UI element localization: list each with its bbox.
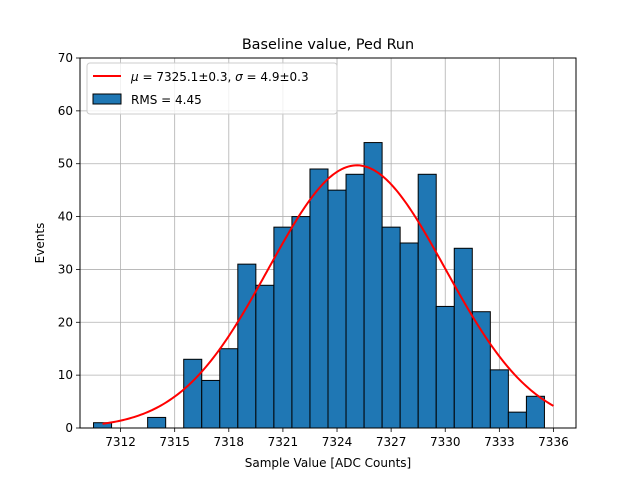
histogram-bar — [273, 226, 293, 429]
fit-curve — [102, 164, 554, 425]
x-axis-label: Sample Value [ADC Counts] — [245, 456, 411, 470]
y-tick-label: 70 — [58, 51, 73, 65]
histogram-bar — [309, 168, 329, 429]
y-axis-label: Events — [33, 223, 47, 264]
x-tick-label: 7330 — [430, 435, 461, 449]
histogram-bar — [219, 348, 239, 429]
chart-title: Baseline value, Ped Run — [242, 37, 414, 53]
histogram-bar — [417, 173, 437, 429]
histogram-bar — [255, 284, 275, 429]
histogram-bar — [507, 411, 527, 429]
y-tick-label: 20 — [58, 315, 73, 329]
plot-frame — [79, 57, 577, 429]
histogram-bars — [93, 142, 545, 429]
y-tick-label: 60 — [58, 104, 73, 118]
x-tick-label: 7318 — [214, 435, 245, 449]
legend-fit-label: μ = 7325.1±0.3, σ = 4.9±0.3 — [130, 70, 309, 84]
legend: μ = 7325.1±0.3, σ = 4.9±0.3 RMS = 4.45 — [86, 62, 338, 115]
histogram-bar — [201, 379, 221, 429]
histogram-bar — [399, 242, 419, 429]
gaussian-fit — [102, 164, 554, 425]
histogram-bar — [237, 263, 257, 429]
y-tick-label: 30 — [58, 262, 73, 276]
y-axis-ticks: 0 10 20 30 40 50 60 70 — [58, 51, 80, 435]
histogram-bar — [435, 305, 455, 429]
y-tick-label: 10 — [58, 368, 73, 382]
legend-box — [86, 62, 338, 115]
histogram-bar — [363, 142, 383, 429]
histogram-bar — [453, 247, 473, 429]
y-tick-label: 40 — [58, 210, 73, 224]
histogram-bar — [327, 189, 347, 429]
x-tick-label: 7333 — [484, 435, 515, 449]
histogram-bar — [345, 173, 365, 429]
legend-hist-label: RMS = 4.45 — [131, 93, 202, 107]
x-tick-label: 7315 — [159, 435, 190, 449]
histogram-bar — [291, 216, 311, 429]
legend-hist-swatch — [92, 93, 122, 105]
x-tick-label: 7324 — [322, 435, 353, 449]
histogram-bar — [147, 416, 167, 429]
y-tick-label: 50 — [58, 157, 73, 171]
x-tick-label: 7336 — [538, 435, 569, 449]
x-axis-ticks: 7312 7315 7318 7321 7324 7327 7330 7333 7336 — [105, 428, 569, 449]
histogram-bar — [381, 226, 401, 429]
histogram-bar — [183, 358, 203, 429]
x-tick-label: 7321 — [268, 435, 299, 449]
histogram-bar — [525, 395, 545, 429]
histogram-bar — [489, 369, 509, 429]
x-tick-label: 7312 — [105, 435, 136, 449]
x-tick-label: 7327 — [376, 435, 407, 449]
y-tick-label: 0 — [65, 421, 73, 435]
